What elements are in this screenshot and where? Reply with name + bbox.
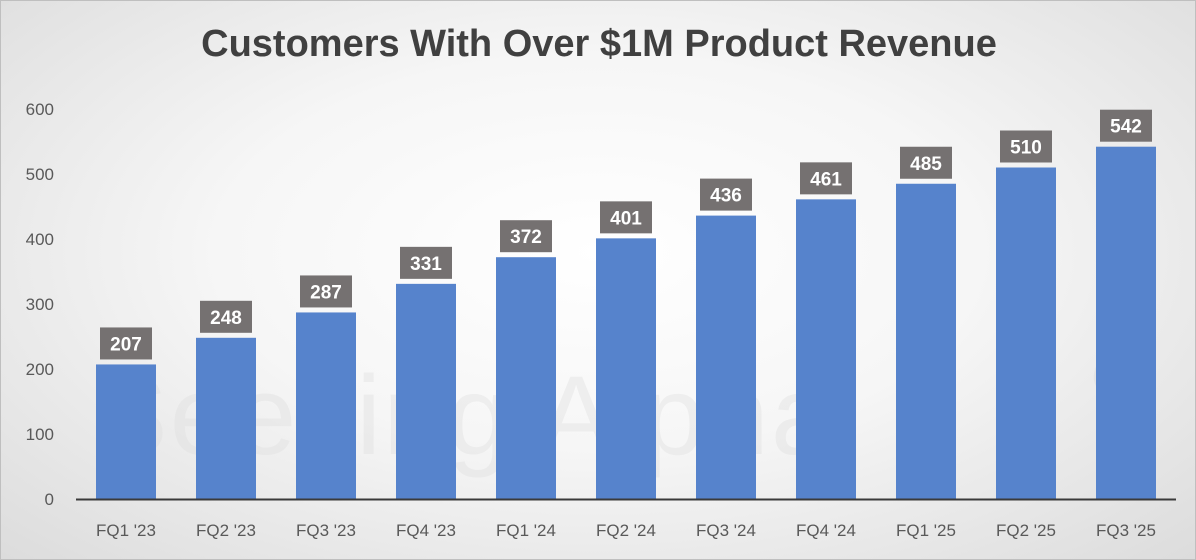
data-label-box [100,327,152,360]
bar [396,283,456,499]
data-label: 542 [1100,109,1152,142]
x-tick-label: FQ3 '23 [296,521,356,540]
data-label: 287 [300,275,352,308]
data-label: 436 [700,178,752,211]
data-label: 331 [400,246,452,279]
data-label: 510 [1000,130,1052,163]
bar [796,199,856,499]
x-tick-label: FQ2 '25 [996,521,1056,540]
data-label-value: 461 [810,169,842,190]
data-label-value: 372 [510,227,542,248]
data-label-box [1100,109,1152,142]
data-label-box [900,146,952,179]
x-tick-label: FQ2 '24 [596,521,656,540]
data-label: 207 [100,327,152,360]
y-tick-label: 200 [26,360,54,379]
bar [596,238,656,499]
data-label-value: 485 [910,154,942,175]
data-label: 485 [900,146,952,179]
bar [496,257,556,499]
x-tick-label: FQ2 '23 [196,521,256,540]
y-tick-label: 0 [45,490,54,509]
x-tick-label: FQ4 '23 [396,521,456,540]
y-tick-label: 500 [26,165,54,184]
data-label: 461 [800,162,852,195]
x-tick-label: FQ3 '25 [1096,521,1156,540]
data-label: 248 [200,300,252,333]
data-label: 401 [600,201,652,234]
bar [696,215,756,499]
bar [196,337,256,499]
bar [1096,146,1156,499]
data-label-box [800,162,852,195]
x-tick-label: FQ1 '23 [96,521,156,540]
data-label-box [700,178,752,211]
x-tick-label: FQ1 '24 [496,521,556,540]
data-label-box [500,220,552,253]
data-label-value: 248 [210,308,242,329]
data-label-box [600,201,652,234]
data-label-box [300,275,352,308]
data-label: 372 [500,220,552,253]
y-tick-label: 100 [26,425,54,444]
x-tick-label: FQ4 '24 [796,521,856,540]
data-label-value: 401 [610,208,642,229]
data-label-box [1000,130,1052,163]
data-label-value: 287 [310,282,342,303]
bar [996,167,1056,499]
y-tick-label: 300 [26,295,54,314]
data-label-value: 331 [410,254,442,275]
bar [896,183,956,499]
chart-title: Customers With Over $1M Product Revenue [201,23,997,65]
y-tick-label: 600 [26,100,54,119]
bar [296,312,356,499]
bar [96,364,156,499]
data-label-value: 542 [1110,117,1142,138]
data-label-box [200,300,252,333]
data-label-value: 436 [710,186,742,207]
y-tick-label: 400 [26,230,54,249]
data-label-value: 207 [110,334,142,355]
data-label-box [400,246,452,279]
data-label-value: 510 [1010,138,1042,159]
x-tick-label: FQ1 '25 [896,521,956,540]
x-tick-label: FQ3 '24 [696,521,756,540]
